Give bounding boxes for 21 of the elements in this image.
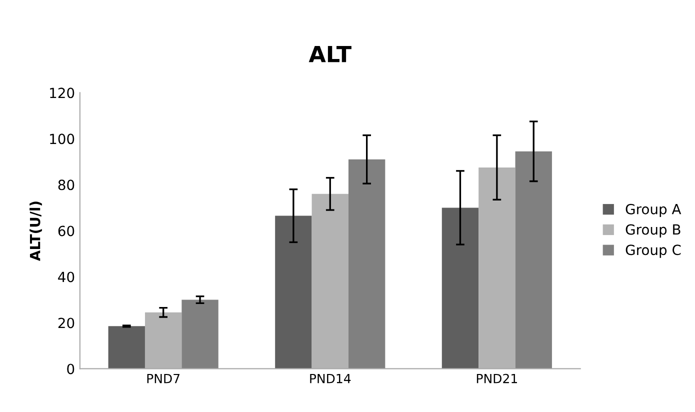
bar — [515, 151, 552, 369]
bar — [275, 216, 312, 369]
bar — [108, 326, 145, 369]
x-tick-label: PND21 — [476, 374, 517, 384]
x-tick-label: PND14 — [310, 374, 351, 384]
legend-label: Group C — [626, 244, 681, 258]
bar — [348, 159, 386, 369]
y-tick-label: 100 — [50, 134, 74, 144]
bar — [182, 300, 218, 369]
bar — [442, 208, 479, 369]
y-tick-label: 0 — [67, 364, 74, 374]
chart-title: ALT — [308, 46, 352, 62]
x-tick-label: PND7 — [147, 374, 180, 384]
y-tick-label: 80 — [58, 180, 74, 190]
y-tick-label: 60 — [58, 226, 74, 236]
y-tick-label: 20 — [58, 318, 74, 328]
y-tick-label: 120 — [50, 88, 74, 98]
legend-label: Group B — [626, 224, 680, 238]
y-axis-title: ALT(U/l) — [30, 202, 42, 261]
y-tick-label: 40 — [58, 272, 74, 282]
legend-label: Group A — [626, 204, 682, 218]
